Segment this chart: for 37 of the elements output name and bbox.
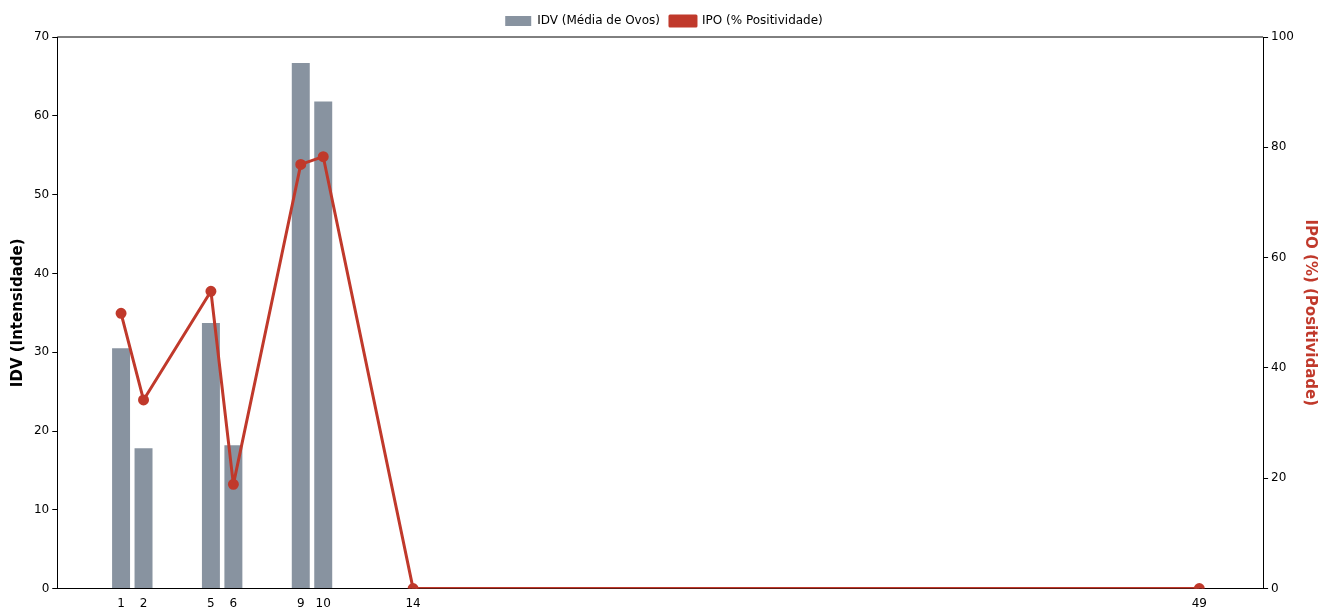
- y2-axis-title: IPO (%) (Positividade): [1302, 219, 1321, 407]
- x-tick-label: 5: [207, 595, 215, 610]
- point: [115, 307, 127, 319]
- y-tick-label: 50: [33, 186, 50, 201]
- point: [138, 394, 150, 406]
- bar: [314, 101, 333, 589]
- y2-tick-label: 100: [1271, 29, 1294, 44]
- bar: [134, 448, 153, 589]
- y2-tick-label: 40: [1271, 360, 1287, 375]
- y-tick-label: 20: [33, 423, 50, 438]
- y-tick-label: 0: [41, 580, 50, 595]
- y2-tick-label: 0: [1271, 580, 1279, 595]
- point: [205, 285, 217, 297]
- y2-tick-label: 60: [1271, 249, 1287, 264]
- y-tick-label: 60: [33, 107, 50, 122]
- x-tick-label: 14: [405, 595, 421, 610]
- y2-tick-label: 20: [1271, 470, 1287, 485]
- x-tick-label: 1: [117, 595, 125, 610]
- bar: [201, 323, 220, 589]
- point: [227, 478, 239, 490]
- y-axis-title: IDV (Intensidade): [7, 238, 26, 388]
- legend-label: IDV (Média de Ovos): [537, 13, 660, 28]
- y-tick-label: 30: [33, 344, 50, 359]
- y-tick-label: 10: [33, 501, 50, 516]
- y-tick-label: 40: [33, 265, 50, 280]
- bar: [291, 63, 310, 589]
- y-tick-label: 70: [33, 29, 50, 44]
- x-tick-label: 2: [139, 595, 148, 610]
- legend-label: IPO (% Positividade): [701, 13, 823, 28]
- x-tick-label: 10: [315, 595, 331, 610]
- point: [295, 158, 307, 170]
- y2-tick-label: 80: [1271, 139, 1287, 154]
- bar: [112, 348, 131, 589]
- x-tick-label: 9: [296, 595, 305, 610]
- point: [317, 151, 329, 163]
- x-tick-label: 49: [1191, 595, 1207, 610]
- x-tick-label: 6: [229, 595, 238, 610]
